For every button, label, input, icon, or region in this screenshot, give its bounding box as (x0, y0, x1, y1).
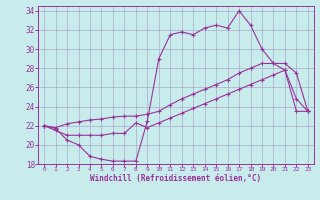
X-axis label: Windchill (Refroidissement éolien,°C): Windchill (Refroidissement éolien,°C) (91, 174, 261, 183)
